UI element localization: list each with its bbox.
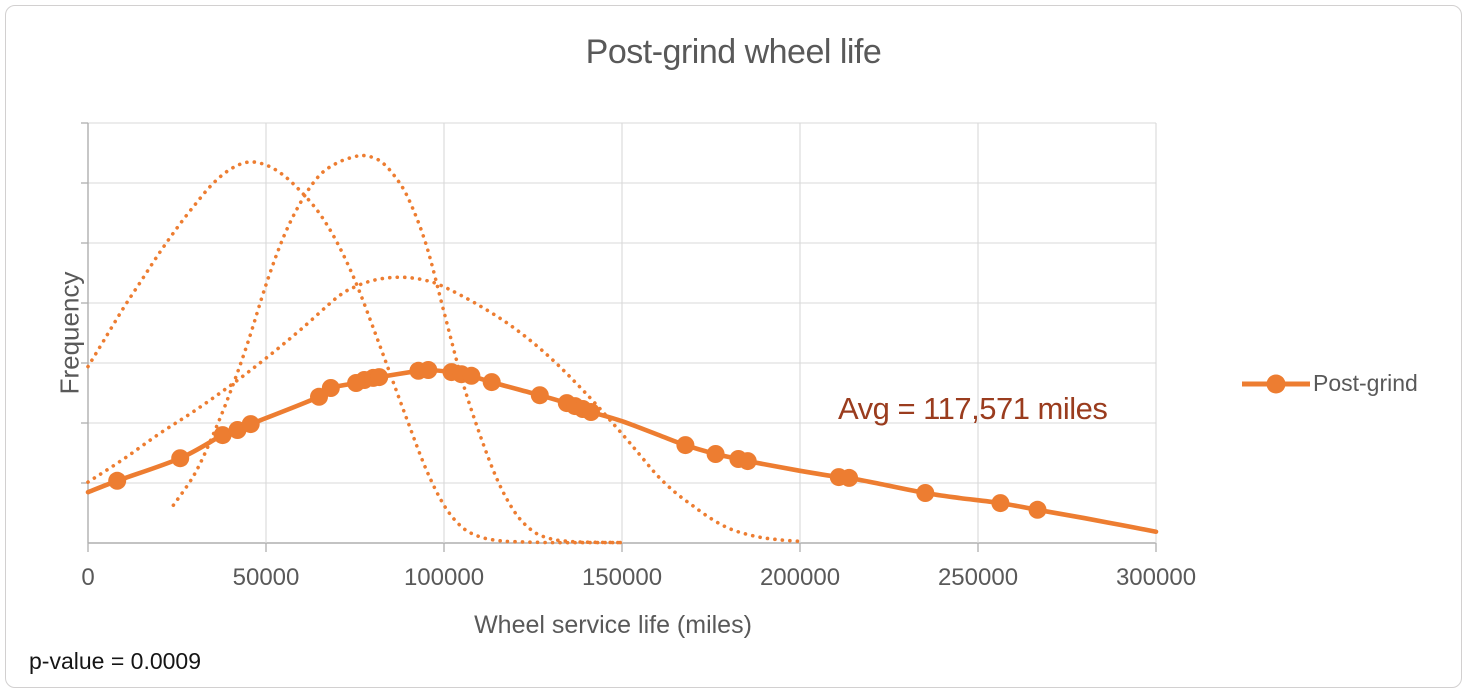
series-postgrind-marker xyxy=(840,468,859,487)
series-postgrind-marker xyxy=(706,445,725,463)
series-postgrind-marker xyxy=(482,373,501,392)
x-tick-label: 250000 xyxy=(937,564,1019,591)
dotted-curve-3 xyxy=(86,275,802,544)
series-postgrind-marker xyxy=(676,436,695,455)
legend-label: Post-grind xyxy=(1313,370,1418,396)
series-postgrind-marker xyxy=(582,403,600,421)
canvas-border xyxy=(5,5,1462,688)
series-postgrind-marker xyxy=(171,449,190,468)
x-axis-title: Wheel service life (miles) xyxy=(474,611,752,639)
series-postgrind-marker xyxy=(213,426,232,445)
series-postgrind-marker xyxy=(108,471,127,490)
p-value-annotation: p-value = 0.0009 xyxy=(29,648,201,674)
series-postgrind-marker xyxy=(462,366,481,385)
series-postgrind-marker xyxy=(916,484,935,502)
series-postgrind-marker xyxy=(241,415,260,434)
avg-annotation: Avg = 117,571 miles xyxy=(838,391,1108,426)
legend-line-marker-icon xyxy=(1242,374,1310,393)
series-postgrind-marker xyxy=(738,452,757,471)
series-postgrind-marker xyxy=(530,386,549,405)
x-tick-label: 200000 xyxy=(759,564,841,591)
y-axis-title: Frequency xyxy=(54,271,85,395)
x-tick-label: 150000 xyxy=(581,564,663,591)
x-tick-label: 0 xyxy=(81,564,95,591)
series-postgrind-marker xyxy=(1028,500,1047,519)
series-postgrind-marker xyxy=(419,361,438,379)
series-postgrind-marker xyxy=(370,368,389,387)
x-tick-label: 50000 xyxy=(232,564,300,591)
series-postgrind-marker xyxy=(321,379,340,397)
series-postgrind-marker xyxy=(991,494,1010,513)
dotted-curve-2 xyxy=(171,153,624,545)
x-tick-label: 100000 xyxy=(403,564,485,591)
dotted-curve-1 xyxy=(86,160,624,545)
legend: Post-grind xyxy=(1239,370,1418,397)
chart-title: Post-grind wheel life xyxy=(585,33,882,71)
x-tick-label: 300000 xyxy=(1115,564,1197,591)
